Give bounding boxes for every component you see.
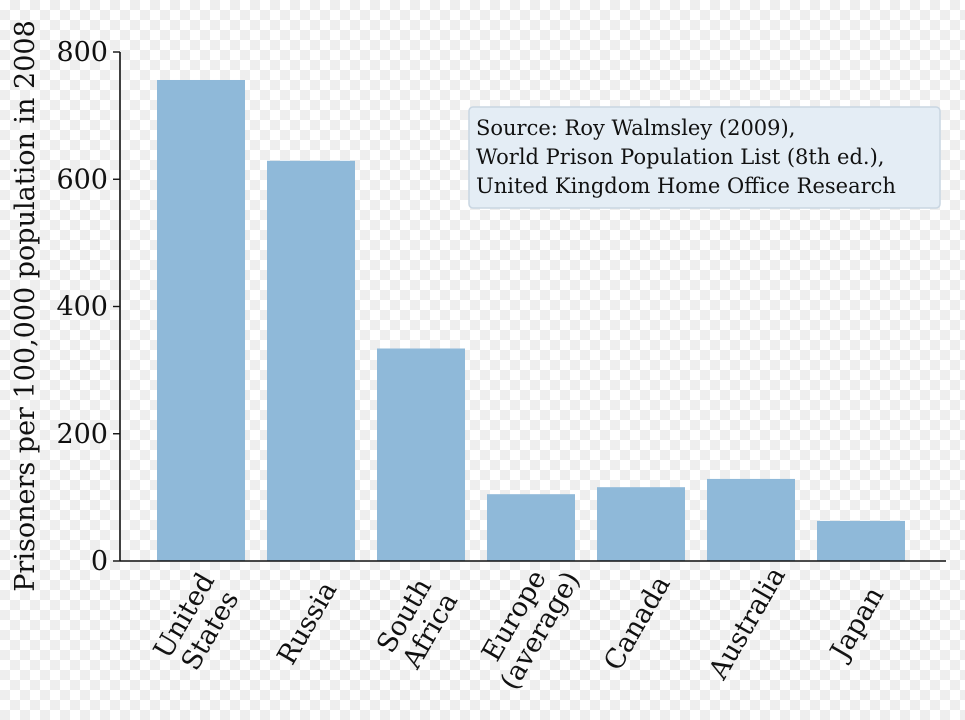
x-tick-label-japan: Japan [823,582,890,667]
annotation-line-1: Source: Roy Walmsley (2009), [476,116,795,140]
annotation-line-2: World Prison Population List (8th ed.), [476,145,884,169]
x-tick-label-australia: Australia [703,562,792,686]
y-ticks-group: 0 200 400 600 800 [56,37,120,577]
x-tick-label-canada: Canada [598,571,677,676]
bar-japan [817,520,905,561]
bar-europe-average [487,494,575,561]
y-tick-label-400: 400 [56,292,108,323]
y-tick-label-800: 800 [56,37,108,68]
y-tick-label-600: 600 [56,164,108,195]
annotation-box [468,106,941,209]
bar-australia [707,478,795,561]
bar-united-states [157,79,245,562]
x-tick-label-europe-average: Europe(average) [468,551,586,695]
bar-canada [597,487,685,561]
y-tick-label-200: 200 [56,419,108,450]
x-labels-group: UnitedStates Russia SouthAfrica Europe(aver… [148,551,890,695]
bars-group [157,79,905,562]
y-axis-label: Prisoners per 100,000 population in 2008 [10,20,41,592]
x-tick-label-russia: Russia [271,576,343,670]
annotation-line-3: United Kingdom Home Office Research [476,174,896,198]
y-tick-label-0: 0 [91,546,108,577]
x-tick-label-south-africa: SouthAfrica [370,573,464,675]
x-tick-label-united-states: UnitedStates [148,568,247,679]
bar-russia [267,160,355,561]
bar-south-africa [377,348,465,561]
source-annotation: Source: Roy Walmsley (2009), World Priso… [468,106,941,209]
